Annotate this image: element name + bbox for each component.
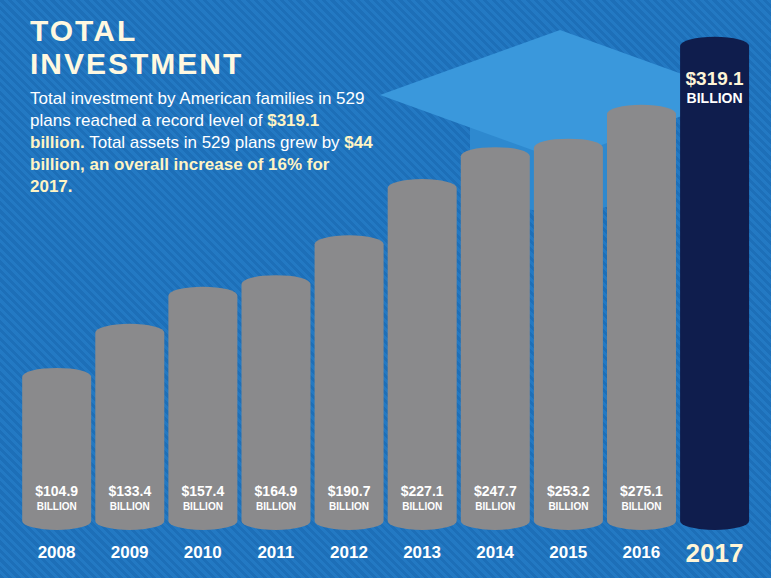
svg-text:BILLION: BILLION bbox=[256, 501, 296, 512]
svg-text:2015: 2015 bbox=[549, 543, 587, 562]
html-text:TOTAL INVESTMENT: TOTAL INVESTMENT bbox=[30, 14, 244, 80]
svg-text:2013: 2013 bbox=[403, 543, 441, 562]
svg-text:2016: 2016 bbox=[622, 543, 660, 562]
svg-text:2010: 2010 bbox=[184, 543, 222, 562]
svg-text:$157.4: $157.4 bbox=[181, 483, 224, 499]
html-text:Total investment by American f: Total investment by American families in… bbox=[30, 89, 373, 196]
svg-text:$164.9: $164.9 bbox=[255, 483, 298, 499]
svg-text:$104.9: $104.9 bbox=[35, 483, 78, 499]
svg-text:2012: 2012 bbox=[330, 543, 368, 562]
svg-text:2009: 2009 bbox=[111, 543, 149, 562]
svg-text:BILLION: BILLION bbox=[687, 90, 743, 106]
svg-text:$190.7: $190.7 bbox=[328, 483, 371, 499]
svg-text:BILLION: BILLION bbox=[183, 501, 223, 512]
svg-text:BILLION: BILLION bbox=[548, 501, 588, 512]
svg-text:$133.4: $133.4 bbox=[108, 483, 151, 499]
svg-text:BILLION: BILLION bbox=[110, 501, 150, 512]
svg-text:$227.1: $227.1 bbox=[401, 483, 444, 499]
svg-text:BILLION: BILLION bbox=[37, 501, 77, 512]
svg-text:BILLION: BILLION bbox=[402, 501, 442, 512]
svg-text:BILLION: BILLION bbox=[329, 501, 369, 512]
svg-text:$253.2: $253.2 bbox=[547, 483, 590, 499]
svg-text:2008: 2008 bbox=[38, 543, 76, 562]
svg-text:2017: 2017 bbox=[686, 538, 744, 568]
svg-text:2011: 2011 bbox=[257, 543, 294, 562]
svg-text:BILLION: BILLION bbox=[621, 501, 661, 512]
svg-text:BILLION: BILLION bbox=[475, 501, 515, 512]
svg-text:$275.1: $275.1 bbox=[620, 483, 663, 499]
svg-text:$319.1: $319.1 bbox=[686, 68, 745, 89]
svg-text:2014: 2014 bbox=[476, 543, 514, 562]
svg-text:$247.7: $247.7 bbox=[474, 483, 517, 499]
